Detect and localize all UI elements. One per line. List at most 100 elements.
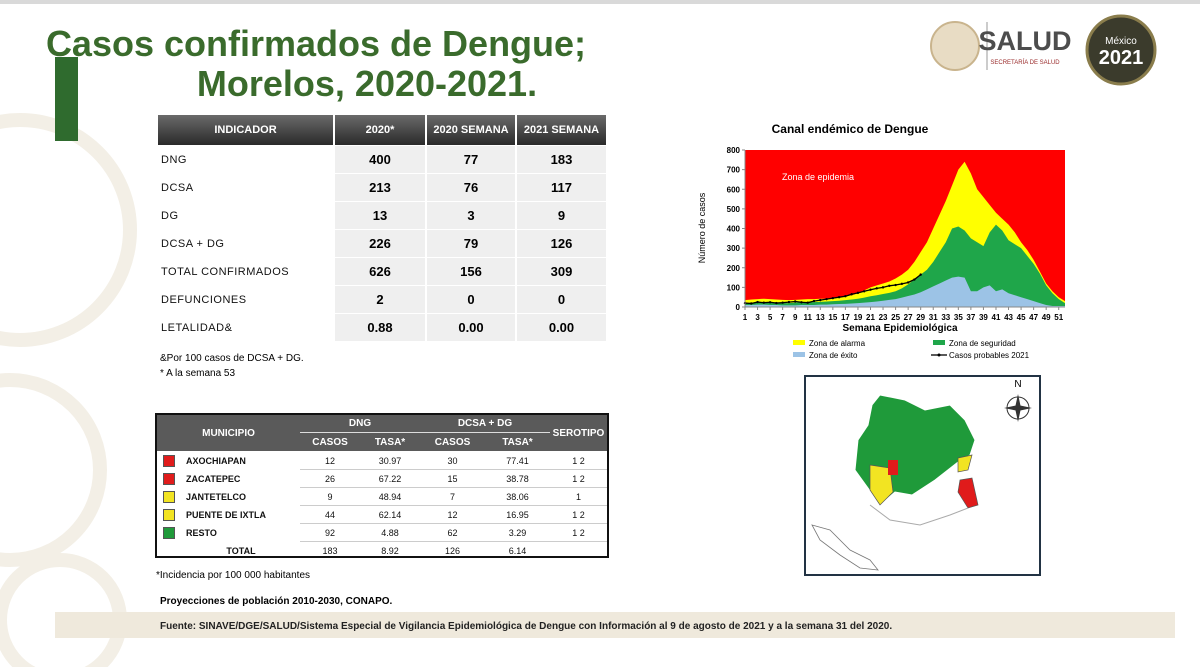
map: N (804, 375, 1041, 576)
table-cell: 30 (420, 452, 485, 470)
table-cell: 0.00 (517, 314, 606, 341)
point (825, 297, 828, 301)
point (888, 284, 891, 288)
table-cell: 126 (517, 230, 606, 257)
x-tick-label: 21 (866, 313, 875, 322)
table-cell: MUNICIPIO (157, 415, 300, 451)
point (806, 301, 809, 304)
legend-label: Zona de seguridad (949, 339, 1016, 348)
x-tick-label: 31 (929, 313, 938, 322)
table-cell: 62.14 (360, 506, 420, 524)
chart-title: Canal endémico de Dengue (772, 122, 929, 136)
point (850, 293, 853, 296)
x-tick-label: 15 (828, 313, 837, 322)
table-cell: 38.06 (485, 488, 550, 506)
table-cell: 77 (427, 146, 515, 173)
legend-swatch (793, 340, 805, 345)
x-tick-label: 37 (966, 313, 975, 322)
point (856, 291, 860, 295)
legend-label: Zona de alarma (809, 339, 866, 348)
table-cell: CASOS (420, 433, 485, 451)
table-cell: CASOS (300, 433, 360, 451)
y-tick-label: 800 (727, 146, 741, 155)
table-cell: TASA* (485, 433, 550, 451)
seal (930, 21, 980, 71)
point (919, 273, 922, 276)
table-cell: 0 (427, 286, 515, 313)
annotation: Zona de epidemia (782, 172, 854, 182)
legend-swatch (793, 352, 805, 357)
table-cell: 13 (335, 202, 425, 229)
point (837, 295, 841, 299)
point (800, 301, 803, 304)
table-cell: 309 (517, 258, 606, 285)
y-tick-label: 200 (727, 264, 741, 273)
table-cell: AXOCHIAPAN (186, 456, 246, 466)
color-swatch (163, 491, 175, 503)
point (750, 302, 753, 305)
x-tick-label: 51 (1054, 313, 1063, 322)
x-tick-label: 5 (768, 313, 773, 322)
badge (1085, 14, 1157, 86)
color-swatch (163, 455, 175, 467)
table-cell: LETALIDAD& (161, 321, 233, 334)
x-tick-label: 47 (1029, 313, 1038, 322)
table-cell: DEFUNCIONES (161, 293, 247, 306)
legend-label: Casos probables 2021 (949, 351, 1030, 360)
table-cell: 15 (420, 470, 485, 488)
indicator-table: INDICADOR 2020* 2020 SEMANA 2021 SEMANA DNG 4… (158, 115, 606, 343)
color-swatch (163, 527, 175, 539)
footer-bar (55, 612, 1175, 638)
top-bar (0, 0, 1200, 4)
table-cell: 1 2 (550, 470, 607, 488)
table-cell: 16.95 (485, 506, 550, 524)
x-tick-label: 35 (954, 313, 963, 322)
x-tick-label: 11 (804, 313, 813, 322)
table-cell: DCSA + DG (161, 237, 225, 250)
area (745, 276, 1065, 307)
note: &Por 100 casos de DCSA + DG. (160, 353, 304, 364)
table-cell: JANTETELCO (186, 492, 247, 502)
legend-swatch (933, 340, 945, 345)
table-cell: SEROTIPO (550, 415, 607, 451)
point (775, 301, 778, 305)
table-cell: 67.22 (360, 470, 420, 488)
table-cell: 183 (517, 146, 606, 173)
badge-year: 2021 (1099, 47, 1144, 69)
legend-swatch (937, 353, 941, 357)
logo-text: SALUD (979, 26, 1072, 56)
color-swatch (163, 473, 175, 485)
point (781, 301, 784, 304)
y-tick-label: 500 (727, 205, 741, 214)
x-axis-label: Semana Epidemiológica (842, 323, 957, 334)
area (745, 224, 1065, 307)
table-cell: 4.88 (360, 524, 420, 542)
table-cell: DCSA (161, 181, 194, 194)
table-cell: 38.78 (485, 470, 550, 488)
table-cell: TOTAL CONFIRMADOS (161, 265, 290, 278)
x-tick-label: 13 (816, 313, 825, 322)
table-cell: DNG (161, 153, 187, 166)
table-cell: 213 (335, 174, 425, 201)
x-tick-label: 45 (1017, 313, 1026, 322)
title: Casos confirmados de Dengue; (46, 23, 586, 64)
table-cell: 0.88 (335, 314, 425, 341)
table-cell: 226 (335, 230, 425, 257)
table-cell: 0 (517, 286, 606, 313)
point (793, 300, 797, 303)
point (831, 296, 835, 300)
table-cell: 92 (300, 524, 360, 542)
x-tick-label: 19 (853, 313, 862, 322)
table-cell: 1 (550, 488, 607, 506)
source: Fuente: SINAVE/DGE/SALUD/Sistema Especia… (160, 621, 892, 632)
table-cell: 183 (322, 545, 338, 556)
table-cell: INDICADOR (158, 115, 333, 145)
point (894, 283, 897, 287)
table-cell: RESTO (186, 528, 217, 538)
x-tick-label: 49 (1042, 313, 1051, 322)
point (762, 301, 766, 304)
y-tick-label: 700 (727, 166, 741, 175)
table-notes: &Por 100 casos de DCSA + DG. * A la sema… (160, 351, 304, 381)
table-cell: TASA* (360, 433, 420, 451)
point (812, 299, 816, 303)
